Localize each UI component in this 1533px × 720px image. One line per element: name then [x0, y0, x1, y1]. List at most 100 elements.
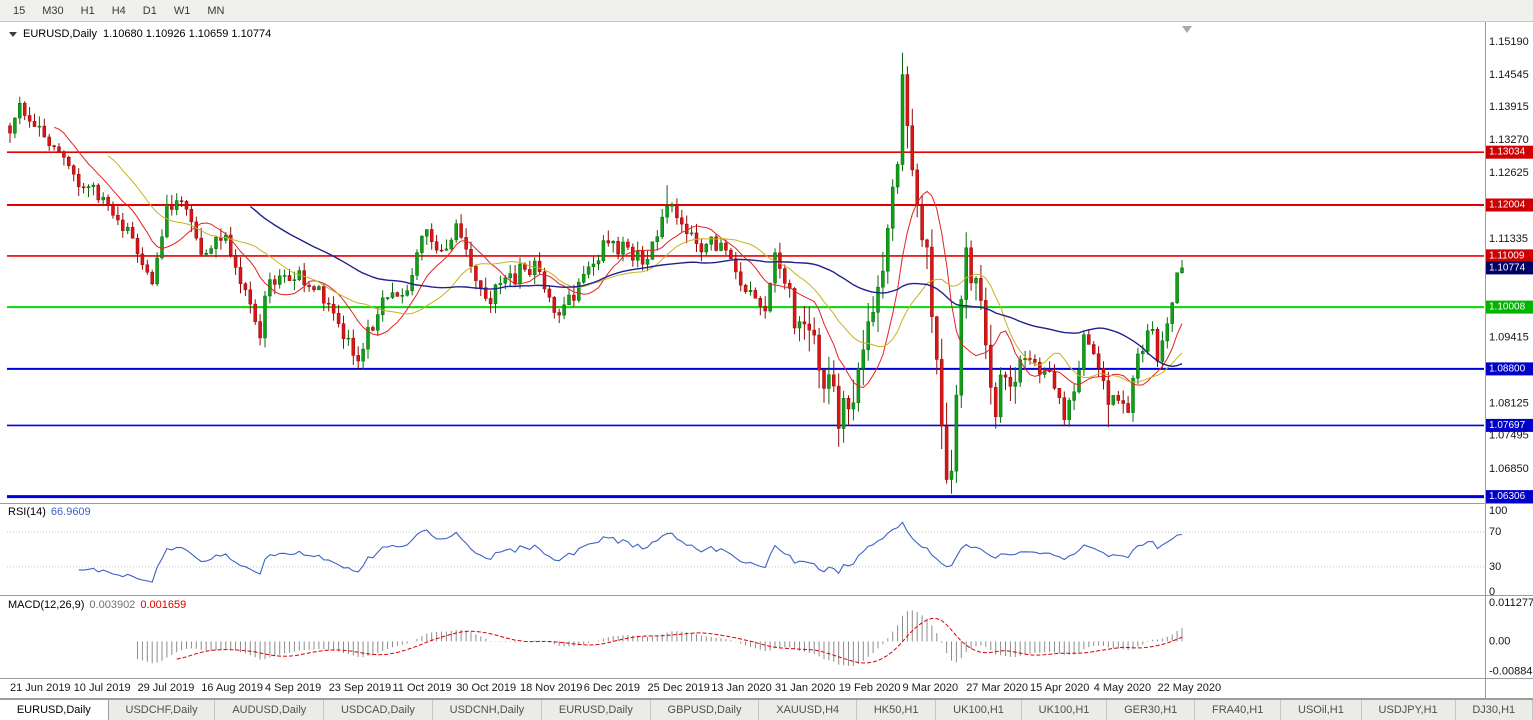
- chart-tab-label: FRA40,H1: [1211, 704, 1264, 716]
- price-axis-tick: 1.09415: [1489, 332, 1529, 344]
- price-axis-tick: 1.15190: [1489, 36, 1529, 48]
- chart-tab-label: USDCAD,Daily: [340, 704, 415, 716]
- chart-tab-eurusd-daily[interactable]: EURUSD,Daily: [0, 700, 109, 720]
- quote-expand-icon[interactable]: [9, 31, 17, 37]
- rsi-axis-tick: 0: [1489, 586, 1495, 598]
- svg-text:1.07697: 1.07697: [1489, 420, 1526, 431]
- chart-tab-uk100-h1[interactable]: UK100,H1: [1021, 700, 1108, 720]
- price-axis-tick: 1.07495: [1489, 430, 1529, 442]
- chart-tab-label: UK100,H1: [1038, 704, 1090, 716]
- timeframe-button-h1[interactable]: H1: [74, 3, 102, 19]
- chart-tab-gbpusd-daily[interactable]: GBPUSD,Daily: [650, 700, 760, 720]
- date-axis-label: 13 Jan 2020: [711, 682, 772, 694]
- date-axis-label: 11 Oct 2019: [393, 682, 452, 694]
- chart-shift-marker-icon[interactable]: [1182, 26, 1192, 33]
- chart-tab-bar: EURUSD,Daily USDCHF,Daily AUDUSD,Daily USDC…: [0, 699, 1533, 720]
- chart-tab-uk100-h1[interactable]: UK100,H1: [936, 700, 1022, 720]
- timeframe-button-m30[interactable]: M30: [35, 3, 70, 19]
- hline-price-tag-1.12004: 1.12004: [1486, 198, 1533, 212]
- rsi-axis-tick: 30: [1489, 561, 1501, 573]
- hlines-layer: [7, 151, 1484, 499]
- hline-price-tag-1.11009: 1.11009: [1486, 249, 1533, 263]
- chart-tab-fra40-h1[interactable]: FRA40,H1: [1195, 700, 1282, 720]
- ma-21-line: [107, 155, 1183, 383]
- chart-tab-label: USOil,H1: [1298, 704, 1344, 716]
- price-axis-tick: 1.11335: [1489, 233, 1528, 245]
- chart-canvas[interactable]: 1.15190 1.14545 1.13915 1.13270 1.12625 1.113…: [0, 22, 1533, 699]
- chart-tab-usoil-h1[interactable]: USOil,H1: [1281, 700, 1362, 720]
- price-axis-tick: 1.13270: [1489, 134, 1529, 146]
- date-axis-label: 4 May 2020: [1094, 682, 1151, 694]
- date-axis-label: 9 Mar 2020: [903, 682, 959, 694]
- price-axis-tick: 1.13915: [1489, 101, 1529, 113]
- ma-50-line: [249, 205, 1183, 368]
- chart-tab-label: XAUUSD,H4: [776, 704, 840, 716]
- macd-axis-tick: -0.008845: [1489, 666, 1533, 678]
- chart-tab-usdcnh-daily[interactable]: USDCNH,Daily: [432, 700, 543, 720]
- chart-tab-label: AUDUSD,Daily: [232, 704, 307, 716]
- date-axis-label: 30 Oct 2019: [456, 682, 516, 694]
- svg-text:1.10008: 1.10008: [1489, 302, 1526, 313]
- chart-tab-label: DJ30,H1: [1472, 704, 1516, 716]
- chart-tab-label: GBPUSD,Daily: [667, 704, 742, 716]
- date-axis-label: 22 May 2020: [1158, 682, 1222, 694]
- timeframe-button-mn[interactable]: MN: [200, 3, 231, 19]
- chart-tab-hk50-h1[interactable]: HK50,H1: [857, 700, 937, 720]
- date-axis-label: 27 Mar 2020: [966, 682, 1028, 694]
- timeframe-button-h4[interactable]: H4: [105, 3, 133, 19]
- svg-text:1.11009: 1.11009: [1489, 250, 1525, 261]
- chart-tab-xauusd-h4[interactable]: XAUUSD,H4: [759, 700, 857, 720]
- macd-axis-tick: 0.011277: [1489, 597, 1533, 609]
- date-axis-label: 18 Nov 2019: [520, 682, 582, 694]
- date-axis-label: 10 Jul 2019: [74, 682, 131, 694]
- svg-text:1.08800: 1.08800: [1489, 363, 1526, 374]
- date-axis-label: 25 Dec 2019: [648, 682, 710, 694]
- chart-tab-label: GER30,H1: [1124, 704, 1178, 716]
- price-axis-tick: 1.06850: [1489, 463, 1529, 475]
- macd-histogram: [137, 610, 1183, 666]
- chart-tab-label: USDJPY,H1: [1378, 704, 1438, 716]
- macd-label: MACD(12,26,9) 0.003902 0.001659: [8, 599, 186, 611]
- ma-10-line: [53, 126, 1183, 389]
- current-price-tag: 1.10774: [1486, 261, 1533, 275]
- chart-tab-label: EURUSD,Daily: [558, 704, 633, 716]
- date-axis-label: 19 Feb 2020: [839, 682, 901, 694]
- price-axis-tick: 1.08125: [1489, 398, 1529, 410]
- chart-tab-label: EURUSD,Daily: [16, 704, 91, 716]
- chart-tab-eurusd-daily[interactable]: EURUSD,Daily: [542, 700, 651, 720]
- svg-text:1.06306: 1.06306: [1489, 491, 1526, 502]
- chart-tab-audusd-daily[interactable]: AUDUSD,Daily: [215, 700, 325, 720]
- date-axis-label: 29 Jul 2019: [138, 682, 195, 694]
- chart-window: 1.15190 1.14545 1.13915 1.13270 1.12625 1.113…: [0, 22, 1533, 699]
- rsi-axis-tick: 70: [1489, 526, 1501, 538]
- timeframe-button-d1[interactable]: D1: [136, 3, 164, 19]
- chart-tab-label: USDCNH,Daily: [449, 704, 525, 716]
- date-axis-label: 16 Aug 2019: [201, 682, 263, 694]
- date-axis-label: 6 Dec 2019: [584, 682, 640, 694]
- svg-text:1.13034: 1.13034: [1489, 147, 1526, 158]
- timeframe-button-w1[interactable]: W1: [167, 3, 198, 19]
- price-axis-tick: 1.14545: [1489, 69, 1529, 81]
- rsi-line: [78, 521, 1183, 583]
- timeframe-toolbar: 15 M30 H1 H4 D1 W1 MN: [0, 0, 1533, 22]
- chart-tab-label: USDCHF,Daily: [125, 704, 198, 716]
- chart-tab-label: HK50,H1: [873, 704, 919, 716]
- timeframe-button-15[interactable]: 15: [6, 3, 32, 19]
- macd-signal-line: [176, 617, 1183, 664]
- hline-price-tag-1.06306: 1.06306: [1486, 490, 1533, 504]
- hline-price-tag-1.10008: 1.10008: [1486, 300, 1533, 314]
- hline-price-tag-1.08800: 1.08800: [1486, 362, 1533, 376]
- hline-price-tag-1.07697: 1.07697: [1486, 418, 1533, 432]
- candles-layer: [8, 52, 1184, 494]
- date-axis-label: 21 Jun 2019: [10, 682, 71, 694]
- macd-axis-tick: 0.00: [1489, 635, 1510, 647]
- chart-tab-dj30-h1[interactable]: DJ30,H1: [1455, 700, 1533, 720]
- svg-text:1.12004: 1.12004: [1489, 200, 1526, 211]
- chart-tab-usdcad-daily[interactable]: USDCAD,Daily: [324, 700, 433, 720]
- date-axis-label: 15 Apr 2020: [1030, 682, 1089, 694]
- chart-tab-ger30-h1[interactable]: GER30,H1: [1107, 700, 1196, 720]
- chart-tab-usdchf-daily[interactable]: USDCHF,Daily: [108, 700, 216, 720]
- price-axis-tick: 1.12625: [1489, 167, 1529, 179]
- chart-tab-usdjpy-h1[interactable]: USDJPY,H1: [1361, 700, 1456, 720]
- svg-text:1.10774: 1.10774: [1489, 262, 1526, 273]
